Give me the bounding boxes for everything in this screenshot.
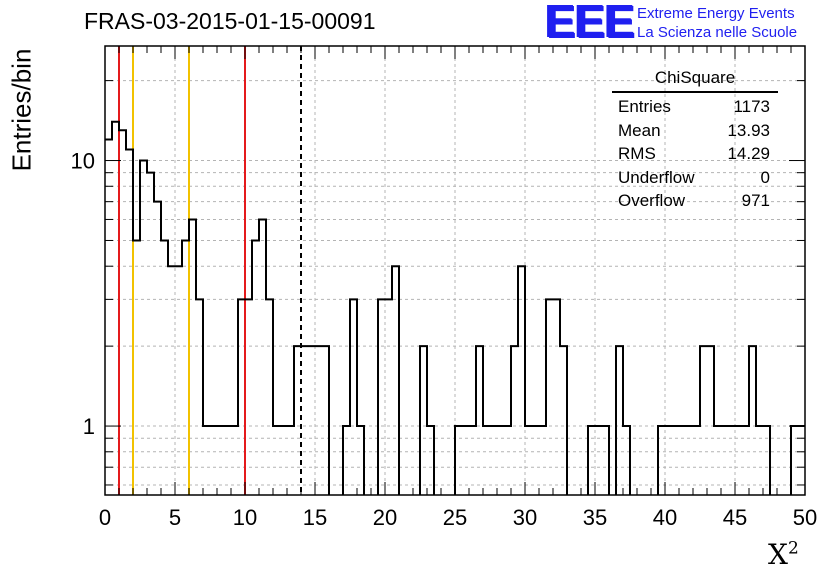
x-axis-label-text: X bbox=[768, 538, 788, 571]
stats-label: RMS bbox=[618, 144, 656, 163]
x-tick-label: 10 bbox=[233, 505, 257, 530]
stats-title: ChiSquare bbox=[612, 68, 778, 93]
x-tick-label: 20 bbox=[373, 505, 397, 530]
x-axis-label: X2 bbox=[768, 538, 799, 571]
stats-row: RMS 14.29 bbox=[612, 142, 778, 166]
stats-value: 13.93 bbox=[727, 120, 770, 140]
stats-row: Underflow 0 bbox=[612, 166, 778, 190]
logo-line-1: Extreme Energy Events bbox=[637, 5, 795, 22]
x-tick-label: 0 bbox=[99, 505, 111, 530]
x-tick-label: 35 bbox=[583, 505, 607, 530]
stats-box: ChiSquare Entries 1173 Mean 13.93 RMS 14.29 Un… bbox=[612, 68, 778, 213]
stats-row: Overflow 971 bbox=[612, 189, 778, 213]
x-axis-label-superscript: 2 bbox=[787, 538, 799, 559]
stats-rows: Entries 1173 Mean 13.93 RMS 14.29 Underflow 0 Ov… bbox=[612, 95, 778, 213]
x-tick-label: 25 bbox=[443, 505, 467, 530]
x-tick-label: 15 bbox=[303, 505, 327, 530]
x-tick-label: 5 bbox=[169, 505, 181, 530]
eee-logo-mark: EEE bbox=[545, 0, 635, 47]
y-tick-label: 10 bbox=[71, 149, 95, 174]
y-tick-label: 1 bbox=[83, 414, 95, 439]
x-tick-label: 40 bbox=[653, 505, 677, 530]
stats-row: Entries 1173 bbox=[612, 95, 778, 119]
stats-value: 14.29 bbox=[727, 144, 770, 163]
stats-label: Mean bbox=[618, 120, 661, 140]
logo-line-2: La Scienza nelle Scuole bbox=[637, 24, 798, 41]
x-tick-label: 45 bbox=[723, 505, 747, 530]
stats-value: 1173 bbox=[733, 97, 770, 116]
stats-label: Underflow bbox=[618, 167, 695, 187]
stats-label: Entries bbox=[618, 97, 671, 116]
stats-value: 0 bbox=[760, 167, 770, 187]
stats-value: 971 bbox=[741, 191, 770, 210]
x-tick-label: 50 bbox=[793, 505, 817, 530]
stats-row: Mean 13.93 bbox=[612, 119, 778, 143]
stats-label: Overflow bbox=[618, 191, 686, 210]
chart-title: FRAS-03-2015-01-15-00091 bbox=[84, 8, 376, 34]
histogram-series bbox=[105, 120, 805, 495]
x-tick-label: 30 bbox=[513, 505, 537, 530]
